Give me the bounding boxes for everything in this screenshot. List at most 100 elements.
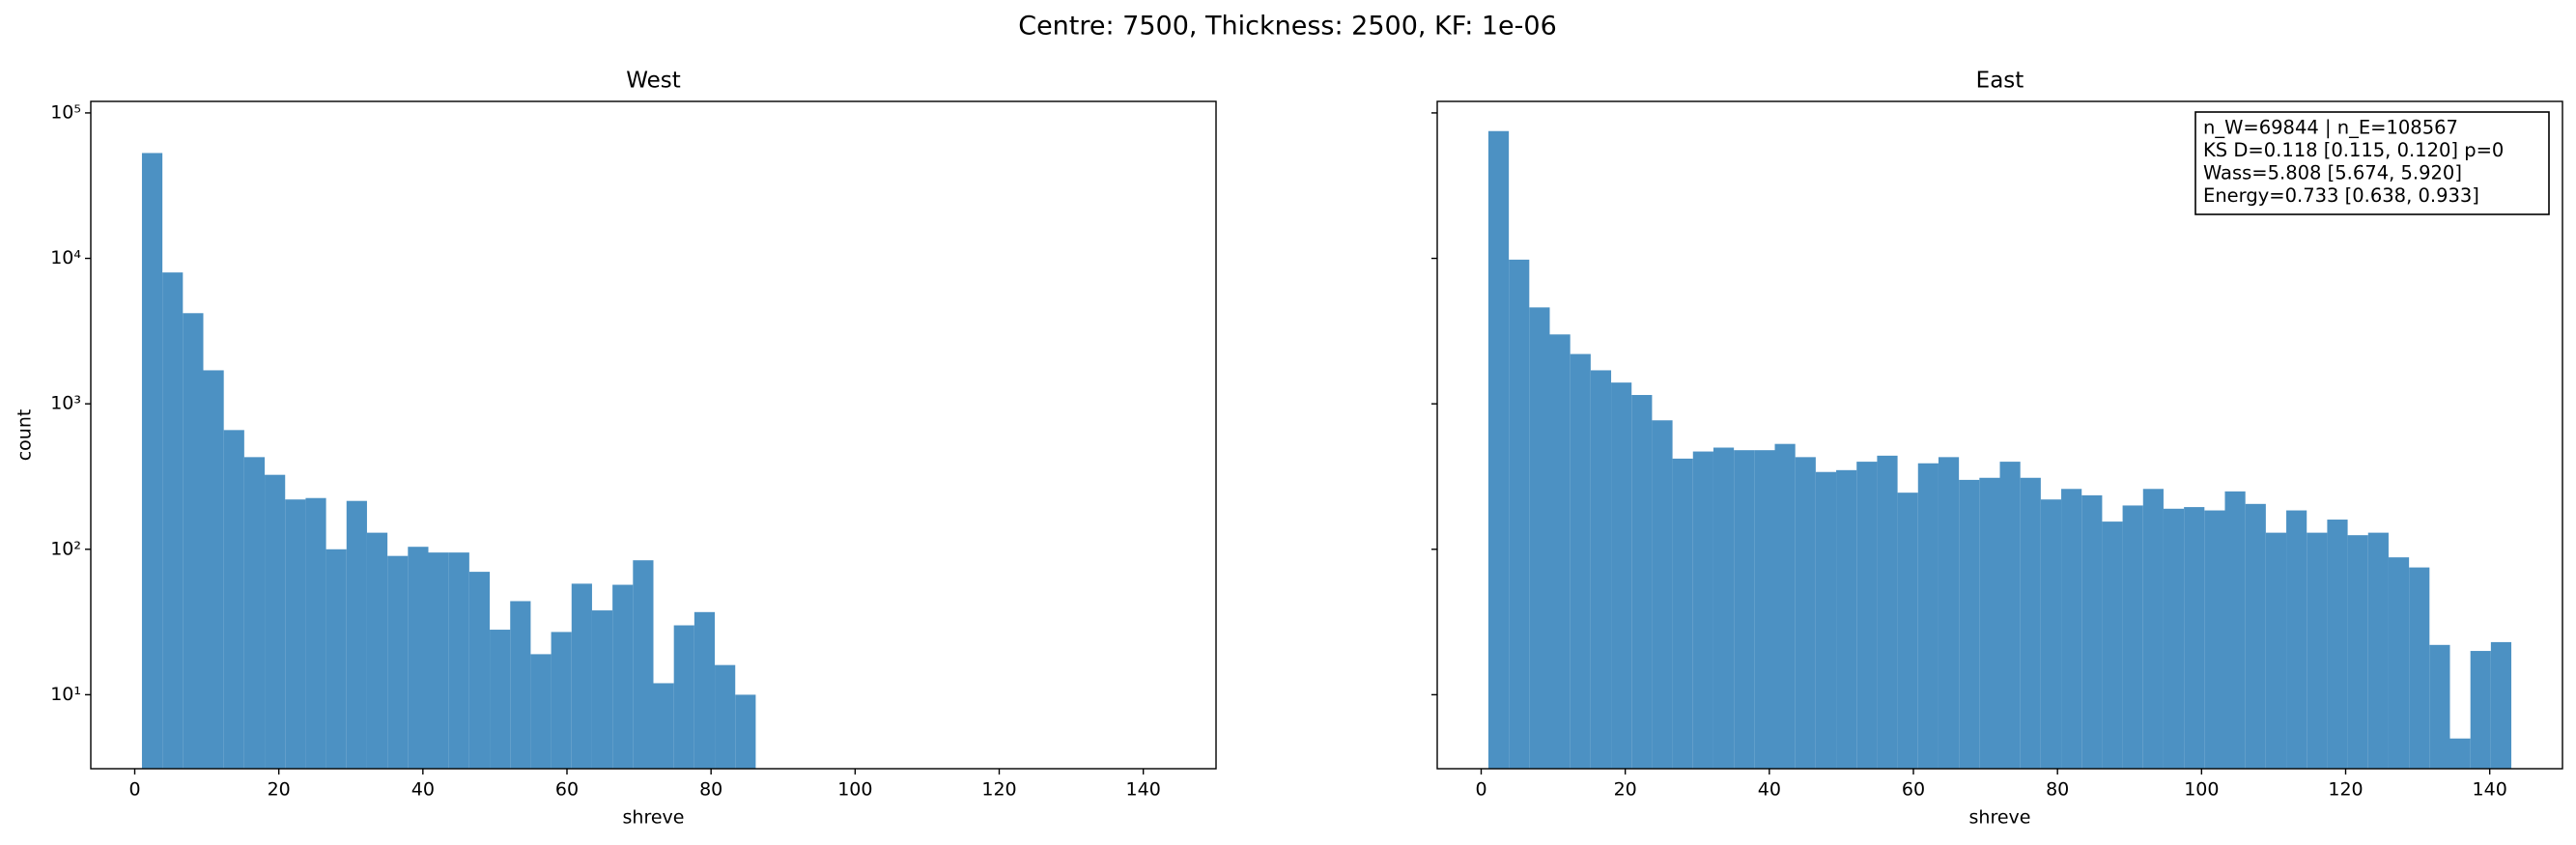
x-tick-label: 20 xyxy=(1614,779,1637,801)
bar xyxy=(2449,738,2471,769)
bar xyxy=(2367,532,2389,769)
axes-title: West xyxy=(626,69,681,94)
bar xyxy=(468,572,491,769)
x-tick-label: 80 xyxy=(699,779,722,801)
bar xyxy=(1836,469,1857,769)
x-tick-label: 0 xyxy=(128,779,140,801)
bar xyxy=(2204,510,2225,769)
bar xyxy=(2470,651,2491,769)
bar xyxy=(612,584,634,769)
x-tick-label: 0 xyxy=(1475,779,1486,801)
bar xyxy=(2102,521,2123,769)
x-tick-label: 80 xyxy=(2046,779,2069,801)
bar xyxy=(530,654,552,769)
bar xyxy=(1897,493,1918,769)
bar xyxy=(1570,353,1591,769)
x-tick-label: 60 xyxy=(1902,779,1925,801)
bar xyxy=(2265,532,2287,769)
bar xyxy=(305,497,326,769)
bar xyxy=(1611,382,1632,769)
bar xyxy=(243,457,266,769)
bar xyxy=(2163,508,2185,769)
y-tick-label: 10⁴ xyxy=(50,247,81,268)
bar xyxy=(2040,499,2062,769)
bar xyxy=(1734,450,1755,769)
bar xyxy=(2409,567,2430,769)
bar xyxy=(633,560,654,769)
axes-frame xyxy=(1436,100,2563,770)
bar xyxy=(2307,532,2328,769)
bar xyxy=(2245,503,2266,769)
bar xyxy=(1692,451,1713,769)
bar xyxy=(1713,447,1735,769)
bar xyxy=(1652,420,1673,769)
annotation-line: n_W=69844 | n_E=108567 xyxy=(2203,117,2458,139)
bar xyxy=(1856,462,1878,769)
bar xyxy=(510,601,531,769)
bar xyxy=(2142,489,2164,769)
x-tick-label: 20 xyxy=(268,779,291,801)
x-axis-label: shreve xyxy=(623,807,685,829)
bar xyxy=(2061,489,2082,769)
bar xyxy=(366,532,388,769)
bar xyxy=(2224,491,2246,769)
bar xyxy=(591,610,613,769)
bar xyxy=(694,611,716,769)
bar xyxy=(408,547,429,769)
x-tick-label: 140 xyxy=(1126,779,1161,801)
bar xyxy=(223,430,244,769)
annotation-line: Energy=0.733 [0.638, 0.933] xyxy=(2203,184,2479,207)
bar xyxy=(2490,641,2512,769)
x-tick-label: 40 xyxy=(411,779,435,801)
bar xyxy=(326,549,347,769)
bar xyxy=(571,583,592,769)
bar xyxy=(1509,259,1530,770)
bar xyxy=(2184,507,2205,769)
axes-title: East xyxy=(1976,69,2024,94)
bar xyxy=(2020,477,2041,769)
x-tick-label: 140 xyxy=(2473,779,2507,801)
annotation-line: KS D=0.118 [0.115, 0.120] p=0 xyxy=(2203,139,2504,161)
y-tick-label: 10² xyxy=(50,538,81,559)
bar xyxy=(551,632,572,769)
bar xyxy=(387,555,409,769)
bar xyxy=(1631,395,1653,769)
bar xyxy=(346,500,367,769)
x-tick-label: 60 xyxy=(555,779,579,801)
y-tick-label: 10³ xyxy=(50,393,81,414)
bar xyxy=(1487,130,1510,769)
x-tick-label: 100 xyxy=(2184,779,2219,801)
bar xyxy=(2429,644,2450,769)
figure-title: Centre: 7500, Thickness: 2500, KF: 1e-06 xyxy=(1018,12,1557,42)
bar xyxy=(1549,334,1571,769)
bar xyxy=(1590,370,1612,769)
bar xyxy=(1938,457,1960,769)
x-tick-label: 120 xyxy=(2328,779,2363,801)
x-tick-label: 120 xyxy=(981,779,1016,801)
bar xyxy=(1529,307,1550,769)
bar xyxy=(1959,479,1980,769)
y-tick-label: 10¹ xyxy=(50,684,81,705)
bar xyxy=(1795,457,1816,769)
bar xyxy=(1754,450,1775,769)
bar xyxy=(141,153,163,770)
bar xyxy=(2327,520,2348,769)
annotation-box xyxy=(2194,111,2550,215)
bar xyxy=(715,664,736,769)
annotation-line: Wass=5.808 [5.674, 5.920] xyxy=(2203,162,2462,184)
y-axis-label: count xyxy=(14,409,36,462)
bar xyxy=(1999,462,2021,769)
bar xyxy=(2347,535,2368,769)
bar xyxy=(2081,494,2103,769)
bar xyxy=(1672,458,1693,769)
bar xyxy=(1979,477,2000,769)
bar xyxy=(203,370,224,769)
x-axis-label: shreve xyxy=(1969,807,2031,829)
bar xyxy=(490,630,511,769)
x-tick-label: 100 xyxy=(837,779,872,801)
bar xyxy=(428,552,449,769)
bar xyxy=(735,694,756,769)
bar xyxy=(183,313,204,769)
bar xyxy=(265,474,286,769)
